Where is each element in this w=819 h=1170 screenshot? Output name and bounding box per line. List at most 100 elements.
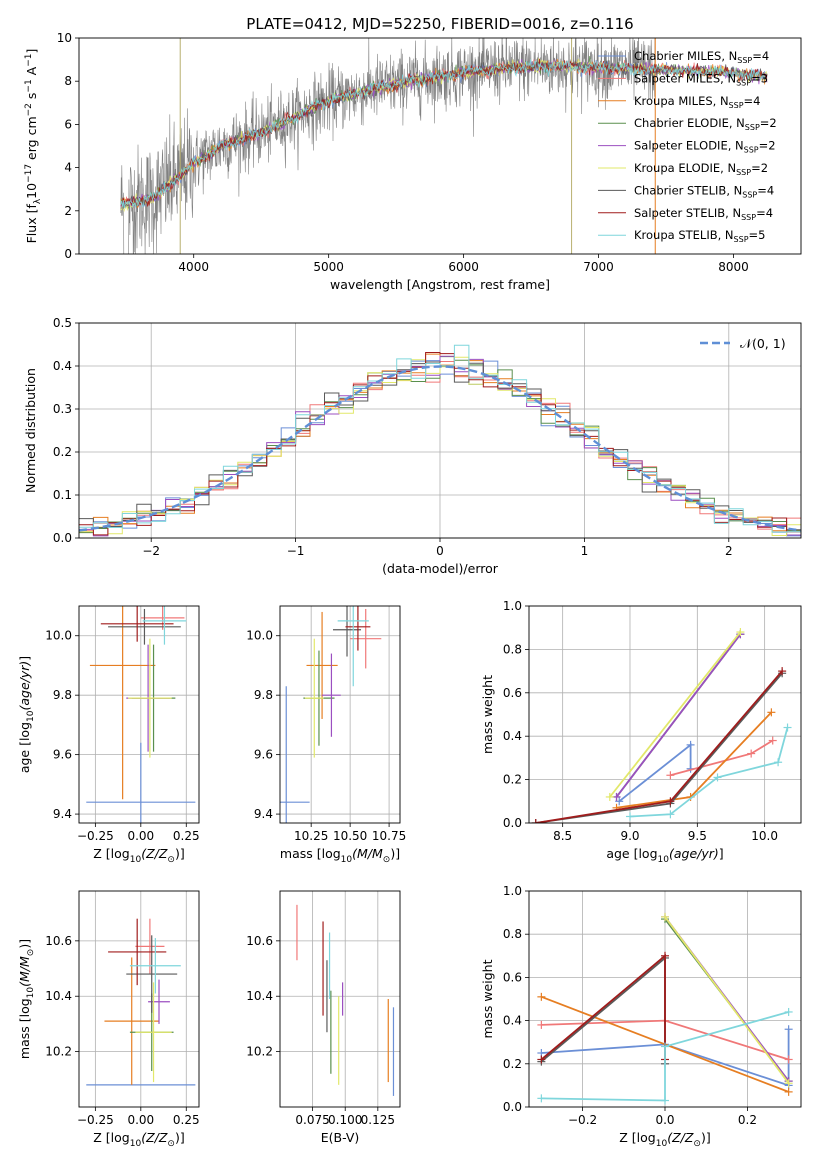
y-tick-label: 10.6 (246, 934, 273, 948)
x-axis-label: Z [log10(Z/Z⊙)] (93, 846, 184, 865)
x-axis-label: wavelength [Angstrom, rest frame] (330, 277, 550, 292)
x-axis-label: Z [log10(Z/Z⊙)] (619, 1130, 710, 1149)
observed-spectrum-line (120, 38, 656, 254)
y-tick-label: 10.0 (45, 629, 72, 643)
x-tick-label: 4000 (178, 260, 209, 274)
x-tick-label: 10.25 (294, 829, 328, 843)
x-tick-label: 0.2 (738, 1113, 757, 1127)
y-tick-label: 4 (64, 161, 72, 175)
y-tick-label: 0.6 (503, 686, 522, 700)
legend-entry: Chabrier ELODIE, NSSP=2 (634, 116, 777, 132)
residual-histogram-7 (79, 352, 801, 536)
y-tick-label: 8 (64, 74, 72, 88)
y-axis-label: age [log10(age/yr)] (17, 656, 36, 773)
x-tick-label: 0.00 (127, 829, 154, 843)
y-axis-label: mass weight (480, 959, 495, 1038)
y-tick-label: 0.6 (503, 970, 522, 984)
model-fit-line-8 (120, 59, 768, 209)
x-tick-label: −1 (287, 544, 305, 558)
x-tick-label: −2 (142, 544, 160, 558)
y-tick-label: 0.8 (503, 927, 522, 941)
weight-line-7 (540, 953, 666, 1061)
plot-area-weight_vs_Z (537, 912, 793, 1105)
plot-area-mass_vs_Z (86, 918, 196, 1086)
y-tick-label: 10.2 (45, 1045, 72, 1059)
y-tick-label: 0.2 (503, 1057, 522, 1071)
x-tick-label: 0.075 (295, 1113, 329, 1127)
legend-entry: Chabrier STELIB, NSSP=4 (634, 183, 774, 199)
x-tick-label: 8.5 (553, 829, 572, 843)
x-tick-label: 0.25 (173, 829, 200, 843)
y-axis-label: mass [log10(M/M⊙)] (17, 939, 36, 1059)
x-tick-label: 1 (581, 544, 589, 558)
y-tick-label: 0.0 (503, 1100, 522, 1114)
x-axis-label: Z [log10(Z/Z⊙)] (93, 1130, 184, 1149)
y-tick-label: 9.8 (53, 688, 72, 702)
y-tick-label: 10.0 (246, 629, 273, 643)
x-tick-label: 9.0 (620, 829, 639, 843)
x-tick-label: 10.50 (333, 829, 367, 843)
x-tick-label: 7000 (583, 260, 614, 274)
axes-frame (279, 605, 401, 824)
legend-entry: Salpeter STELIB, NSSP=4 (634, 206, 773, 222)
y-tick-label: 9.4 (53, 807, 72, 821)
x-axis-label: age [log10(age/yr)] (606, 846, 723, 865)
y-tick-label: 10.6 (45, 934, 72, 948)
normal-curve (79, 365, 801, 532)
x-tick-label: 9.5 (688, 829, 707, 843)
panel-residuals: −2 −1 0 1 2 0.0 0.1 0.2 0.3 0.4 0.5 (data-model)/er… (23, 316, 802, 576)
plot-area-residuals (79, 344, 801, 537)
y-tick-label: 0.0 (53, 531, 72, 545)
residual-histogram-8 (79, 344, 801, 533)
weight-line-7 (535, 670, 783, 823)
plot-area-spectrum (120, 38, 768, 254)
y-tick-label: 6 (64, 117, 72, 131)
axes-frame (78, 890, 200, 1108)
x-tick-label: −0.25 (77, 829, 114, 843)
model-fit-line-5 (120, 58, 768, 213)
y-tick-label: 0.3 (53, 402, 72, 416)
x-tick-label: 8000 (718, 260, 749, 274)
panel-spectrum: 4000 5000 6000 7000 8000 0 2 4 6 8 10 wavelength [A… (24, 31, 802, 292)
y-tick-label: 0.0 (503, 816, 522, 830)
weight-line-6 (535, 672, 783, 823)
x-axis-label: E(B-V) (321, 1130, 360, 1145)
x-axis-label: mass [log10(M/M⊙)] (280, 846, 400, 865)
legend-entry: Chabrier MILES, NSSP=4 (634, 49, 769, 65)
y-tick-label: 0.8 (503, 642, 522, 656)
y-tick-label: 0.4 (503, 729, 522, 743)
y-tick-label: 9.8 (254, 688, 273, 702)
x-tick-label: 0 (436, 544, 444, 558)
panel-age_vs_Z: −0.25 0.00 0.25 9.4 9.6 9.8 10.0 Z [log10(Z/Z⊙)… (17, 605, 200, 865)
x-tick-label: 0.0 (655, 1113, 674, 1127)
y-tick-label: 9.6 (254, 748, 273, 762)
x-tick-label: 10.75 (372, 829, 406, 843)
legend-entry: Salpeter MILES, NSSP=3 (634, 71, 768, 87)
axes-frame (279, 890, 401, 1108)
figure-title: PLATE=0412, MJD=52250, FIBERID=0016, z=0… (246, 15, 633, 33)
x-tick-label: 10.0 (751, 829, 778, 843)
legend-entry: Kroupa ELODIE, NSSP=2 (634, 161, 768, 177)
y-axis-label: mass weight (480, 675, 495, 754)
spectrum-legend: Chabrier MILES, NSSP=4 Salpeter MILES, NS… (598, 49, 777, 244)
panel-mass_vs_Z: −0.25 0.00 0.25 10.2 10.4 10.6 Z [log10(Z/Z⊙)]… (17, 890, 200, 1149)
weight-line-5 (664, 916, 790, 1084)
y-tick-label: 1.0 (503, 884, 522, 898)
y-tick-label: 10.4 (246, 989, 273, 1003)
plot-area-age_vs_Z (86, 606, 196, 823)
x-axis-label: (data-model)/error (382, 561, 499, 576)
y-tick-label: 0 (64, 247, 72, 261)
y-tick-label: 0.4 (53, 359, 72, 373)
plot-area-mass_vs_ebv (296, 904, 395, 1096)
x-tick-label: 0.125 (361, 1113, 395, 1127)
y-axis-label: Normed distribution (23, 368, 38, 493)
weight-line-5 (609, 631, 742, 798)
x-tick-label: −0.25 (77, 1113, 114, 1127)
y-tick-label: 0.2 (503, 773, 522, 787)
x-tick-label: 2 (725, 544, 733, 558)
plot-area-weight_vs_age (531, 628, 792, 823)
y-tick-label: 9.4 (254, 807, 273, 821)
